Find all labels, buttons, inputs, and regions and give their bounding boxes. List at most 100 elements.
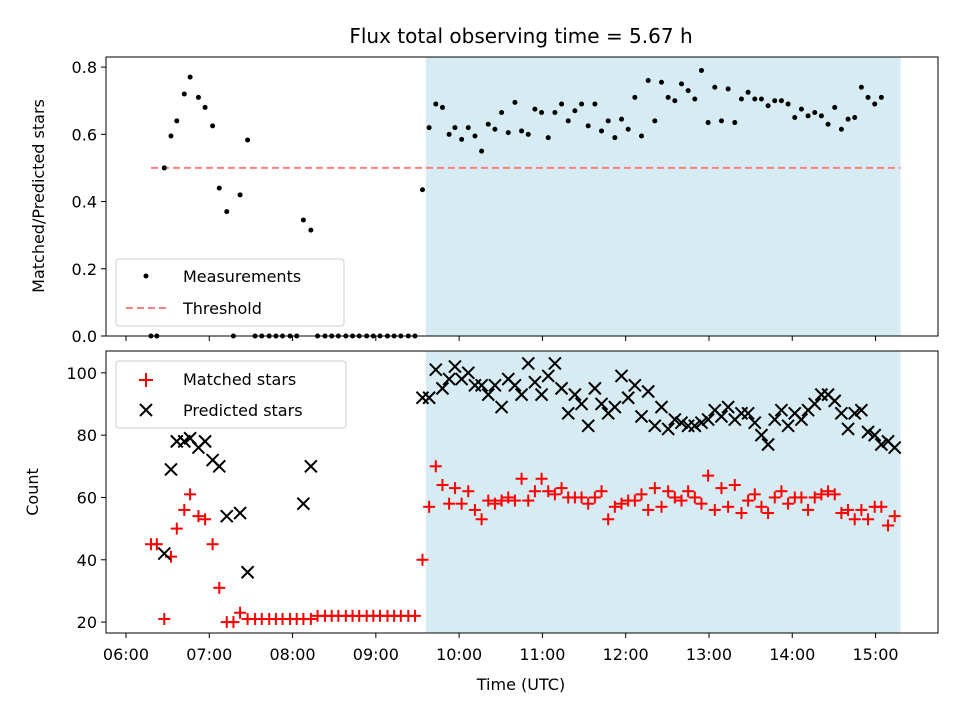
- measurement-point: [224, 209, 230, 215]
- measurement-point: [525, 131, 531, 137]
- predicted-star-point: [296, 496, 311, 511]
- predicted-star-point: [874, 437, 889, 452]
- measurement-point: [745, 89, 751, 95]
- measurement-point: [645, 78, 651, 84]
- matched-star-point: [675, 494, 688, 507]
- predicted-star-point: [435, 381, 450, 396]
- measurement-point: [472, 133, 478, 139]
- matched-star-point: [875, 500, 888, 513]
- y-tick-label-ratio: 0.4: [72, 193, 97, 212]
- predicted-star-point: [867, 428, 882, 442]
- matched-star-point: [775, 485, 788, 498]
- measurement-point: [545, 135, 551, 141]
- predicted-star-point: [661, 422, 675, 436]
- predicted-star-point: [534, 387, 549, 402]
- measurement-point: [499, 109, 505, 115]
- matched-star-point: [615, 497, 628, 510]
- matched-star-point: [882, 519, 895, 532]
- measurement-point: [492, 126, 498, 132]
- predicted-star-point: [514, 387, 529, 402]
- measurement-point: [300, 217, 306, 223]
- measurement-point: [465, 125, 471, 131]
- y-tick-label-ratio: 0.8: [72, 58, 97, 77]
- measurement-point: [792, 115, 798, 121]
- y-tick-label-count: 60: [77, 488, 97, 507]
- measurement-point: [805, 113, 811, 119]
- predicted-star-point: [581, 419, 595, 433]
- measurement-point: [572, 108, 578, 114]
- matched-star-point: [842, 503, 855, 516]
- measurement-point: [439, 104, 445, 110]
- measurement-point: [245, 137, 251, 143]
- matched-star-point: [178, 503, 191, 516]
- panel-count-legend: Matched stars Predicted stars: [115, 360, 347, 429]
- measurement-point: [865, 94, 871, 100]
- matched-star-point: [522, 494, 535, 507]
- matched-star-point: [213, 581, 226, 594]
- measurement-point: [612, 135, 618, 141]
- predicted-star-point: [588, 381, 602, 396]
- predicted-star-point: [240, 565, 255, 579]
- matched-star-point: [795, 491, 808, 504]
- matched-star-point: [443, 497, 456, 510]
- predicted-star-point: [848, 406, 862, 421]
- legend-measurements-marker: [143, 273, 149, 279]
- predicted-star-point: [508, 378, 522, 392]
- x-tick-label: 12:00: [603, 645, 649, 664]
- measurement-point: [718, 118, 724, 124]
- predicted-star-point: [448, 359, 462, 374]
- measurement-point: [237, 192, 243, 198]
- matched-star-point: [528, 485, 541, 498]
- matched-star-point: [462, 485, 475, 498]
- measurement-point: [419, 187, 425, 193]
- predicted-star-point: [304, 459, 318, 473]
- measurement-point: [605, 118, 611, 124]
- measurement-point: [210, 123, 216, 129]
- matched-star-point: [408, 609, 421, 622]
- measurement-point: [552, 109, 558, 115]
- measurement-point: [732, 120, 738, 126]
- matched-star-point: [682, 485, 695, 498]
- measurement-point: [202, 104, 208, 110]
- predicted-star-point: [808, 397, 822, 411]
- matched-star-point: [542, 485, 555, 498]
- matched-star-point: [170, 522, 183, 535]
- measurement-point: [519, 128, 525, 134]
- predicted-star-point: [442, 372, 456, 386]
- x-tick-label: 07:00: [186, 645, 232, 664]
- predicted-star-point: [701, 412, 715, 427]
- measurement-point: [692, 96, 698, 102]
- matched-star-point: [582, 497, 595, 510]
- predicted-star-point: [754, 428, 769, 442]
- measurement-point: [652, 118, 658, 124]
- y-tick-label-ratio: 0.6: [72, 125, 97, 144]
- measurement-point: [772, 98, 778, 104]
- predicted-star-point: [781, 419, 795, 433]
- measurement-point: [798, 106, 804, 112]
- predicted-star-point: [561, 406, 575, 421]
- measurement-point: [872, 101, 878, 107]
- matched-star-point: [575, 491, 588, 504]
- matched-star-point: [668, 491, 681, 504]
- matched-star-point: [728, 478, 741, 491]
- panel-ratio-legend-box: [115, 258, 345, 327]
- matched-star-point: [702, 469, 715, 482]
- measurement-point: [878, 94, 884, 100]
- x-tick-label: 15:00: [852, 645, 898, 664]
- matched-star-point: [535, 472, 548, 485]
- panel-ratio-legend: Measurements Threshold: [115, 258, 345, 327]
- measurement-point: [845, 116, 851, 122]
- measurement-point: [852, 115, 858, 121]
- matched-star-point: [495, 494, 508, 507]
- predicted-star-point: [628, 378, 642, 392]
- legend-threshold-label: Threshold: [182, 299, 262, 318]
- predicted-star-point: [834, 406, 849, 421]
- measurement-point: [559, 101, 565, 107]
- predicted-star-point: [634, 409, 649, 424]
- panel-count-ylabel: Count: [23, 468, 42, 516]
- measurement-point: [308, 227, 314, 233]
- matched-star-point: [555, 482, 568, 495]
- matched-star-point: [304, 612, 317, 625]
- predicted-star-point: [494, 400, 509, 414]
